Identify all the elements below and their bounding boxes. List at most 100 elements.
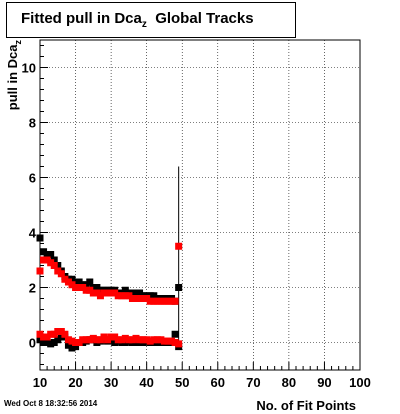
data-point-s1 <box>171 297 179 305</box>
title-box: Fitted pull in Dcaz Global Tracks <box>6 2 296 38</box>
data-point-s3 <box>139 336 147 344</box>
data-point-s2 <box>43 339 51 346</box>
data-point-s3 <box>50 330 58 338</box>
data-point-s0 <box>50 256 58 264</box>
data-point-s0 <box>89 284 97 291</box>
y-tick-label: 2 <box>29 281 36 296</box>
data-point-s3 <box>100 333 108 341</box>
data-point-s1 <box>160 297 168 305</box>
data-point-s1 <box>36 267 44 275</box>
data-point-s1 <box>146 297 154 305</box>
data-point-s3 <box>121 334 129 342</box>
data-point-s3 <box>96 336 104 344</box>
data-point-s3 <box>136 336 144 344</box>
data-point-s3 <box>143 336 151 344</box>
data-point-s1 <box>100 289 108 297</box>
data-point-s1 <box>150 297 158 305</box>
data-point-s3 <box>128 336 136 344</box>
data-point-s2 <box>57 333 65 341</box>
data-point-s3 <box>107 333 115 341</box>
data-point-s2 <box>36 336 44 344</box>
data-point-s0 <box>175 284 183 291</box>
data-point-s0 <box>150 292 158 300</box>
data-point-s0 <box>146 292 154 300</box>
data-point-s1 <box>82 286 90 294</box>
data-point-s1 <box>128 295 136 302</box>
data-point-s2 <box>54 336 62 344</box>
data-point-s3 <box>93 336 101 344</box>
data-point-s1 <box>40 256 48 264</box>
y-tick-label: 6 <box>29 171 36 186</box>
data-point-s0 <box>75 278 83 286</box>
data-point-s3 <box>68 337 76 345</box>
data-point-s0 <box>136 289 144 297</box>
data-point-s3 <box>175 340 183 348</box>
data-point-s1 <box>111 289 119 297</box>
data-point-s0 <box>36 234 44 242</box>
data-point-s3 <box>150 336 158 344</box>
data-point-s0 <box>86 278 94 286</box>
data-point-s3 <box>153 336 161 344</box>
data-point-s0 <box>43 251 51 258</box>
data-point-s3 <box>47 330 55 338</box>
data-point-s1 <box>125 292 133 300</box>
x-tick-label: 90 <box>317 375 331 390</box>
data-point-s2 <box>72 343 80 351</box>
data-point-s1 <box>93 289 101 297</box>
y-tick-label: 8 <box>29 116 36 131</box>
data-point-s1 <box>175 242 183 250</box>
data-point-s3 <box>40 333 48 341</box>
data-point-s3 <box>43 333 51 341</box>
data-point-s0 <box>128 289 136 297</box>
data-point-s3 <box>114 336 122 344</box>
data-point-s1 <box>164 297 172 305</box>
data-point-s1 <box>104 289 112 297</box>
data-point-s2 <box>47 340 55 348</box>
x-tick-label: 80 <box>282 375 296 390</box>
x-tick-label: 20 <box>68 375 82 390</box>
x-axis-label: No. of Fit Points <box>256 398 356 413</box>
data-point-s3 <box>75 339 83 346</box>
data-point-s3 <box>118 336 126 344</box>
data-point-s3 <box>146 337 154 345</box>
x-tick-label: 100 <box>349 375 371 390</box>
data-point-s0 <box>72 278 80 286</box>
axes: 10 20 30 40 50 60 70 80 90 100 0 2 4 6 8 10 <box>22 45 371 390</box>
data-point-s1 <box>96 292 104 300</box>
data-point-s0 <box>132 289 140 297</box>
data-point-s1 <box>118 292 126 300</box>
data-point-s1 <box>139 295 147 302</box>
data-point-s3 <box>168 337 176 345</box>
data-point-s1 <box>114 292 122 300</box>
data-point-s1 <box>136 295 144 302</box>
data-point-s1 <box>86 286 94 294</box>
data-point-s3 <box>132 334 140 342</box>
data-point-s0 <box>54 262 62 269</box>
data-point-s1 <box>43 256 51 264</box>
y-axis-label: pull in Dcaz <box>5 40 23 111</box>
data-point-s2 <box>171 330 179 338</box>
data-point-s1 <box>54 267 62 275</box>
data-point-s1 <box>68 281 76 289</box>
data-point-s2 <box>111 339 119 346</box>
data-point-s2 <box>50 339 58 346</box>
data-point-s3 <box>36 330 44 338</box>
data-point-s1 <box>168 297 176 305</box>
data-point-s3 <box>157 336 165 344</box>
data-point-s3 <box>125 336 133 344</box>
data-point-s1 <box>61 275 69 283</box>
data-point-s3 <box>57 328 65 335</box>
data-point-s0 <box>47 251 55 258</box>
x-tick-label: 10 <box>33 375 47 390</box>
data-point-s1 <box>121 292 129 300</box>
data-point-s1 <box>50 262 58 269</box>
data-point-s3 <box>89 334 97 342</box>
data-point-s0 <box>121 286 129 294</box>
data-point-s2 <box>121 339 129 346</box>
x-tick-label: 40 <box>139 375 153 390</box>
y-tick-label: 10 <box>22 61 36 76</box>
data-point-s1 <box>89 289 97 297</box>
data-point-s0 <box>93 284 101 291</box>
data-point-s3 <box>111 333 119 341</box>
